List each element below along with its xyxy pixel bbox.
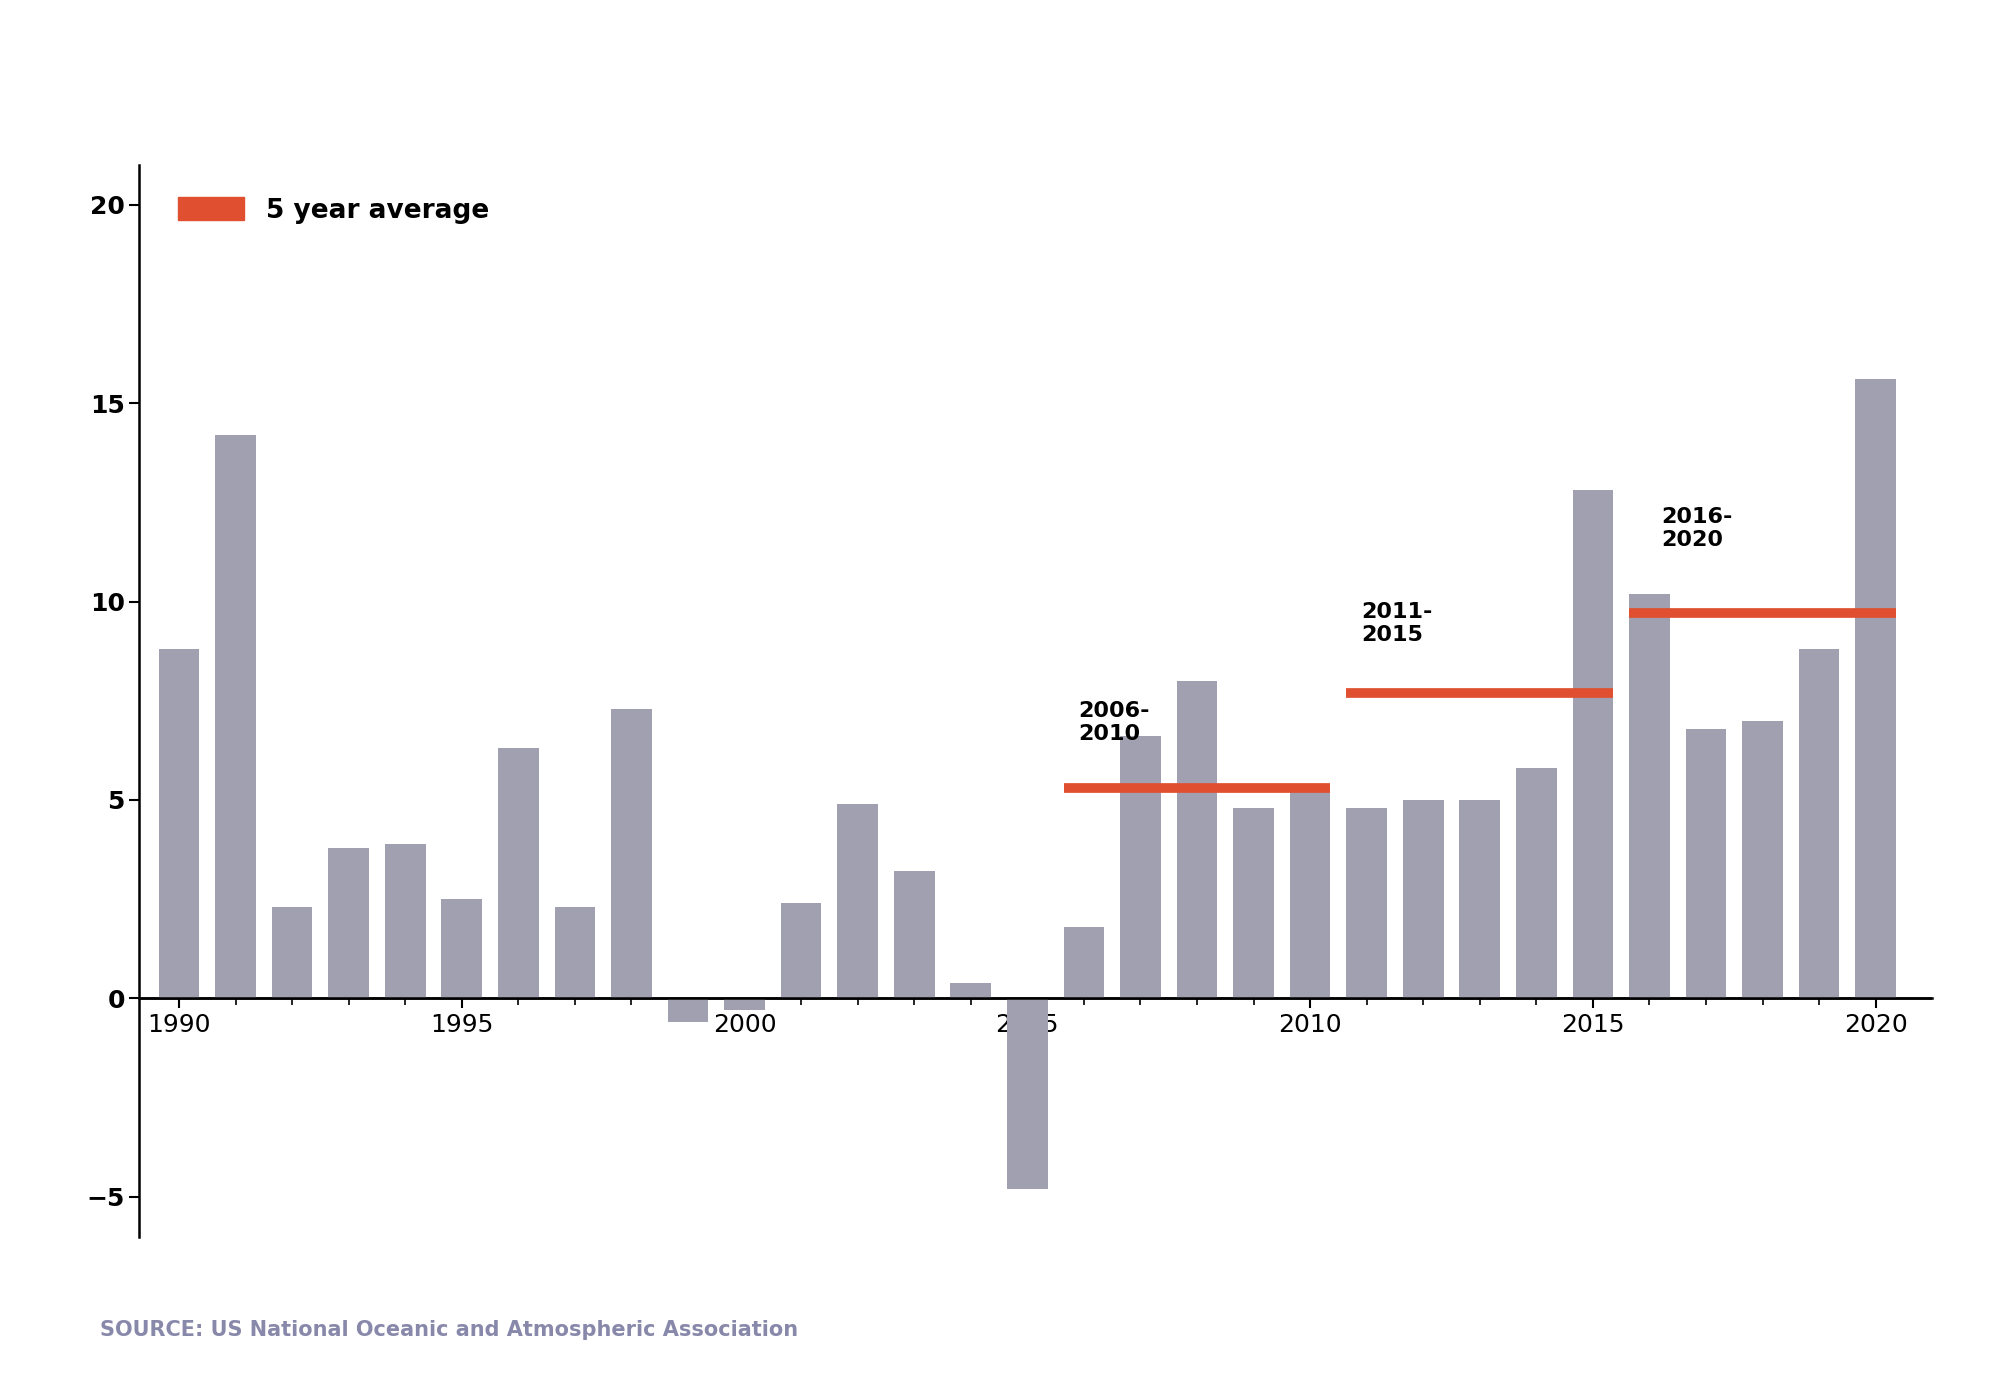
Bar xyxy=(1289,785,1331,999)
Bar xyxy=(554,907,596,999)
Bar xyxy=(1685,728,1727,999)
Bar xyxy=(329,848,369,999)
Bar xyxy=(1460,800,1500,999)
Bar xyxy=(1799,649,1839,999)
Bar xyxy=(271,907,313,999)
Bar xyxy=(442,899,482,999)
Bar xyxy=(950,982,992,999)
Text: Annual increase in methane concentrations (parts per billion): Annual increase in methane concentration… xyxy=(50,37,1500,80)
Bar xyxy=(1629,594,1669,999)
Bar xyxy=(1347,808,1386,999)
Bar xyxy=(1572,491,1614,999)
Bar xyxy=(894,871,934,999)
Text: 2011-
2015: 2011- 2015 xyxy=(1361,602,1432,646)
Bar xyxy=(384,844,426,999)
Bar xyxy=(612,709,651,999)
Bar xyxy=(1064,927,1104,999)
Bar xyxy=(1177,682,1217,999)
Bar xyxy=(1120,736,1161,999)
Bar xyxy=(1855,379,1896,999)
Bar xyxy=(498,749,538,999)
Bar xyxy=(781,903,821,999)
Bar xyxy=(159,649,199,999)
Bar xyxy=(1402,800,1444,999)
Text: 2006-
2010: 2006- 2010 xyxy=(1078,701,1149,745)
Bar xyxy=(1516,768,1556,999)
Bar xyxy=(215,434,255,999)
Text: SOURCE: US National Oceanic and Atmospheric Association: SOURCE: US National Oceanic and Atmosphe… xyxy=(100,1319,797,1340)
Bar xyxy=(1743,720,1783,999)
Bar xyxy=(1008,999,1048,1189)
Bar xyxy=(1233,808,1275,999)
Bar xyxy=(667,999,709,1022)
Legend: 5 year average: 5 year average xyxy=(171,188,496,231)
Bar xyxy=(837,804,878,999)
Text: 2016-
2020: 2016- 2020 xyxy=(1661,507,1733,550)
Bar xyxy=(725,999,765,1010)
